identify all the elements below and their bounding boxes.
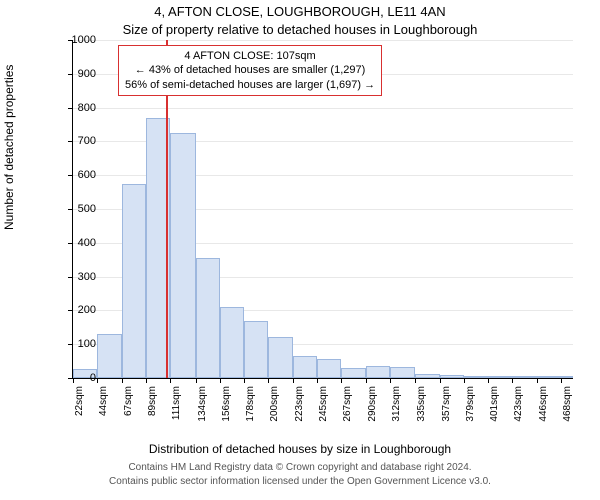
histogram-bar [196, 258, 220, 378]
annotation-box: 4 AFTON CLOSE: 107sqm← 43% of detached h… [118, 45, 382, 96]
x-tick-label: 401sqm [489, 386, 500, 426]
x-tick-label: 178sqm [245, 386, 256, 426]
x-tick-label: 267sqm [342, 386, 353, 426]
histogram-bar [512, 376, 537, 378]
x-tick-label: 200sqm [269, 386, 280, 426]
histogram-bar [268, 337, 293, 378]
histogram-bar [170, 133, 195, 378]
y-tick-label: 1000 [56, 34, 96, 46]
histogram-bar [293, 356, 317, 378]
histogram-bar [464, 376, 488, 378]
x-tick-label: 446sqm [538, 386, 549, 426]
x-tick-label: 290sqm [367, 386, 378, 426]
histogram-bar [390, 367, 415, 378]
histogram-bar [366, 366, 390, 378]
chart-container: 4, AFTON CLOSE, LOUGHBOROUGH, LE11 4AN S… [0, 0, 600, 500]
annotation-line-3: 56% of semi-detached houses are larger (… [125, 78, 375, 92]
histogram-bar [415, 374, 439, 378]
x-tick-label: 134sqm [197, 386, 208, 426]
y-tick-label: 600 [56, 169, 96, 181]
y-tick-label: 100 [56, 338, 96, 350]
footer-line-1: Contains HM Land Registry data © Crown c… [0, 462, 600, 473]
y-tick-label: 800 [56, 102, 96, 114]
x-tick-label: 468sqm [562, 386, 573, 426]
annotation-line-1: 4 AFTON CLOSE: 107sqm [125, 49, 375, 63]
y-tick-label: 200 [56, 304, 96, 316]
x-tick-label: 44sqm [98, 386, 109, 426]
histogram-bar [122, 184, 146, 378]
y-tick-label: 0 [56, 372, 96, 384]
footer-line-2: Contains public sector information licen… [0, 476, 600, 487]
y-tick-label: 900 [56, 68, 96, 80]
histogram-bar [341, 368, 366, 378]
x-tick-label: 245sqm [318, 386, 329, 426]
x-tick-label: 223sqm [294, 386, 305, 426]
histogram-bar [317, 359, 341, 378]
y-tick-label: 700 [56, 135, 96, 147]
annotation-line-2: ← 43% of detached houses are smaller (1,… [125, 63, 375, 77]
x-tick-label: 89sqm [147, 386, 158, 426]
histogram-bar [537, 376, 561, 378]
histogram-bar [220, 307, 244, 378]
x-axis-label: Distribution of detached houses by size … [0, 442, 600, 456]
x-tick-label: 335sqm [416, 386, 427, 426]
y-tick-label: 300 [56, 271, 96, 283]
y-tick-label: 400 [56, 237, 96, 249]
histogram-bar [97, 334, 122, 378]
x-tick-label: 357sqm [441, 386, 452, 426]
x-tick-label: 423sqm [513, 386, 524, 426]
x-tick-label: 312sqm [391, 386, 402, 426]
x-tick-label: 67sqm [123, 386, 134, 426]
x-tick-label: 156sqm [221, 386, 232, 426]
histogram-bar [440, 375, 464, 378]
x-tick-label: 22sqm [74, 386, 85, 426]
y-tick-label: 500 [56, 203, 96, 215]
y-axis-label: Number of detached properties [2, 65, 16, 230]
x-tick-label: 111sqm [171, 386, 182, 426]
histogram-bar [488, 376, 512, 378]
x-tick-label: 379sqm [465, 386, 476, 426]
histogram-bar [244, 321, 268, 378]
histogram-bar [561, 376, 573, 378]
title-line-1: 4, AFTON CLOSE, LOUGHBOROUGH, LE11 4AN [0, 4, 600, 19]
